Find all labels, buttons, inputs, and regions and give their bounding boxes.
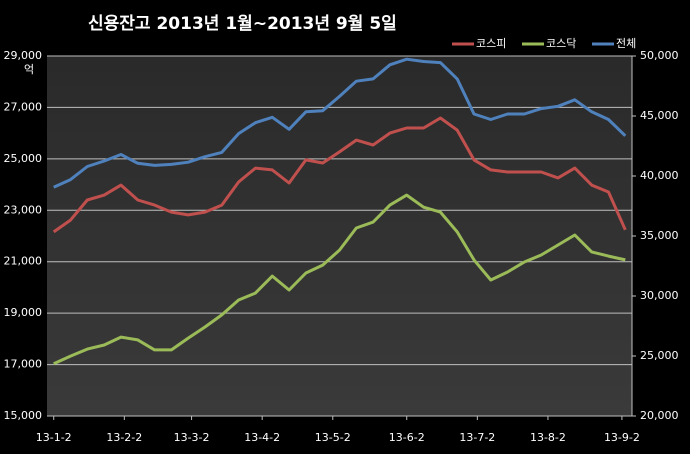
series-line [53, 193, 626, 366]
y2-tick-label: 50,000 [640, 49, 679, 62]
legend-label: 전체 [616, 37, 636, 50]
y2-tick-label: 40,000 [640, 169, 679, 182]
x-tick-label: 13-9-2 [604, 431, 640, 444]
y-tick-label: 27,000 [4, 100, 43, 113]
y-tick-label: 29,000 [4, 49, 43, 62]
y-tick-label: 15,000 [4, 409, 43, 422]
y2-tick-label: 25,000 [640, 349, 679, 362]
y2-tick-label: 45,000 [640, 109, 679, 122]
x-tick-label: 13-5-2 [315, 431, 351, 444]
x-tick-label: 13-4-2 [244, 431, 280, 444]
x-tick-label: 13-6-2 [389, 431, 425, 444]
y-tick-label: 25,000 [4, 152, 43, 165]
legend-label: 코스피 [476, 37, 506, 50]
y2-tick-label: 35,000 [640, 229, 679, 242]
chart-title: 신용잔고 2013년 1월~2013년 9월 5일 [88, 14, 397, 34]
legend-label: 코스닥 [546, 37, 576, 50]
y-tick-label: 17,000 [4, 358, 43, 371]
x-tick-label: 13-8-2 [530, 431, 566, 444]
y-tick-label: 23,000 [4, 203, 43, 216]
y-tick-label: 19,000 [4, 306, 43, 319]
plot-area [47, 56, 632, 416]
y2-tick-label: 20,000 [640, 409, 679, 422]
y-unit: 억 [24, 63, 34, 76]
x-tick-label: 13-1-2 [36, 431, 72, 444]
series-line [53, 57, 627, 189]
y2-tick-label: 30,000 [640, 289, 679, 302]
series-line [52, 116, 627, 234]
y-tick-label: 21,000 [4, 255, 43, 268]
x-tick-label: 13-2-2 [106, 431, 142, 444]
x-tick-label: 13-3-2 [174, 431, 210, 444]
x-tick-label: 13-7-2 [459, 431, 495, 444]
